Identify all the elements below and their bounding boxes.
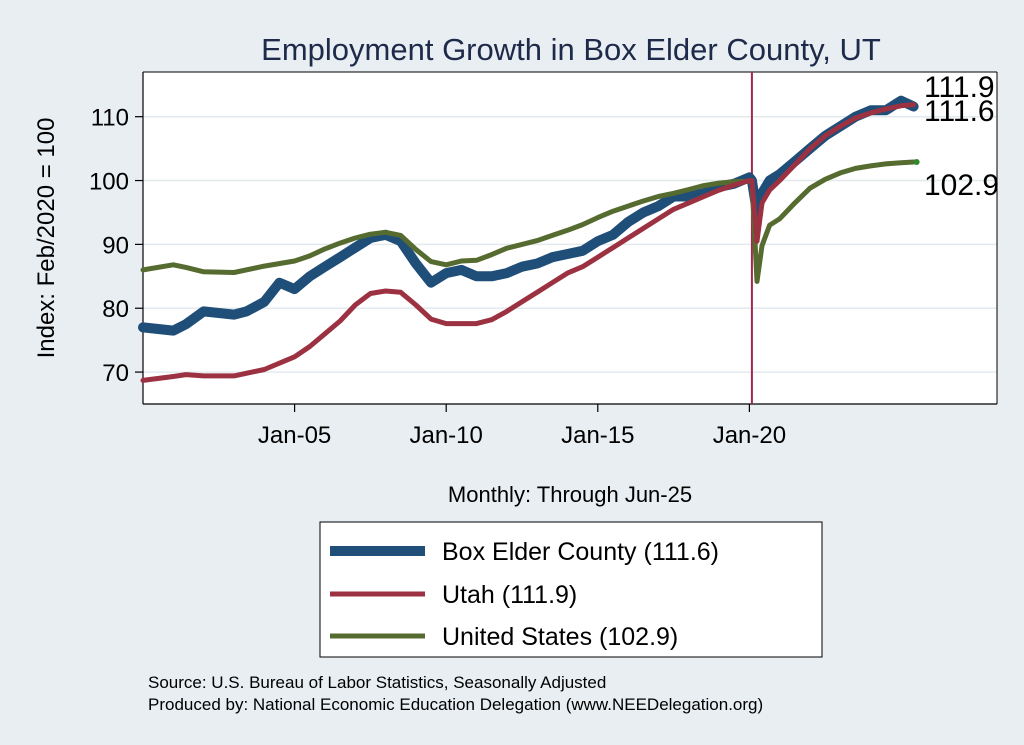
series-line-1 (140, 102, 917, 383)
y-tick-label: 100 (89, 169, 129, 196)
x-tick-label: Jan-20 (713, 422, 786, 449)
y-axis-title: Index: Feb/2020 = 100 (33, 118, 60, 359)
series-line-0 (138, 95, 919, 336)
y-tick-label: 90 (102, 232, 129, 259)
plot-area (143, 72, 997, 404)
series-line-2 (140, 159, 917, 284)
x-tick-label: Jan-15 (561, 422, 634, 449)
y-ticks: 70 80 90 100 110 (89, 105, 143, 387)
y-tick-label: 80 (102, 296, 129, 323)
end-value-label: 111.9 (924, 71, 995, 104)
legend: Box Elder County (111.6) Utah (111.9) Unit… (330, 538, 719, 651)
legend-label: United States (102.9) (442, 623, 678, 651)
series-lines (138, 72, 920, 404)
x-axis-note: Monthly: Through Jun-25 (448, 482, 692, 507)
legend-label: Utah (111.9) (442, 581, 577, 609)
end-value-label: 111.6 (924, 95, 995, 128)
chart-title: Employment Growth in Box Elder County, U… (261, 32, 881, 67)
source-note: Source: U.S. Bureau of Labor Statistics,… (148, 673, 606, 692)
end-value-label: 102.9 (924, 169, 999, 202)
x-ticks: Jan-05 Jan-10 Jan-15 Jan-20 (258, 404, 786, 449)
x-tick-label: Jan-10 (409, 422, 482, 449)
y-tick-label: 110 (91, 105, 129, 132)
gridlines (143, 115, 997, 373)
produced-by-note: Produced by: National Economic Education… (148, 695, 763, 714)
legend-label: Box Elder County (111.6) (442, 538, 719, 566)
series-end-point (913, 159, 920, 166)
x-tick-label: Jan-05 (258, 422, 331, 449)
y-tick-label: 70 (102, 360, 129, 387)
